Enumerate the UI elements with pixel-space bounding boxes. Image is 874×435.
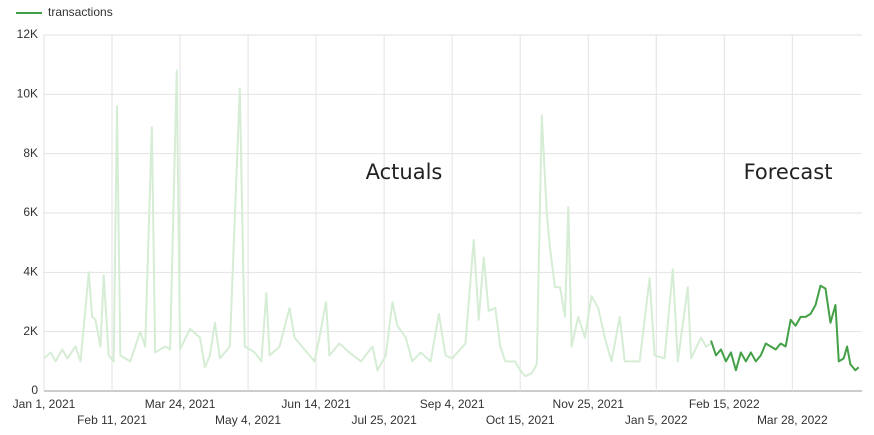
- x-tick-label: Oct 15, 2021: [486, 413, 555, 427]
- legend-label: transactions: [48, 5, 113, 19]
- x-tick-label: Mar 28, 2022: [757, 413, 828, 427]
- annotation: Actuals: [366, 160, 443, 184]
- x-tick-label: Mar 24, 2021: [145, 397, 216, 411]
- x-tick-label: May 4, 2021: [215, 413, 281, 427]
- y-tick-label: 2K: [23, 324, 38, 338]
- y-tick-label: 8K: [23, 146, 38, 160]
- line: [43, 69, 712, 378]
- x-tick-label: Jul 25, 2021: [351, 413, 417, 427]
- x-tick-label: Feb 11, 2021: [77, 413, 147, 427]
- y-tick-label: 6K: [23, 205, 38, 219]
- line: [710, 284, 860, 372]
- x-tick-label: Feb 15, 2022: [689, 397, 760, 411]
- y-tick-label: 12K: [17, 27, 38, 41]
- y-tick-label: 0: [31, 383, 38, 397]
- x-tick-label: Jun 14, 2021: [281, 397, 351, 411]
- y-tick-label: 4K: [23, 265, 38, 279]
- annotation: Forecast: [744, 160, 833, 184]
- x-tick-label: Jan 5, 2022: [625, 413, 688, 427]
- x-tick-label: Nov 25, 2021: [553, 397, 625, 411]
- x-tick-label: Jan 1, 2021: [13, 397, 76, 411]
- y-tick-label: 10K: [17, 87, 38, 101]
- x-tick-label: Sep 4, 2021: [420, 397, 485, 411]
